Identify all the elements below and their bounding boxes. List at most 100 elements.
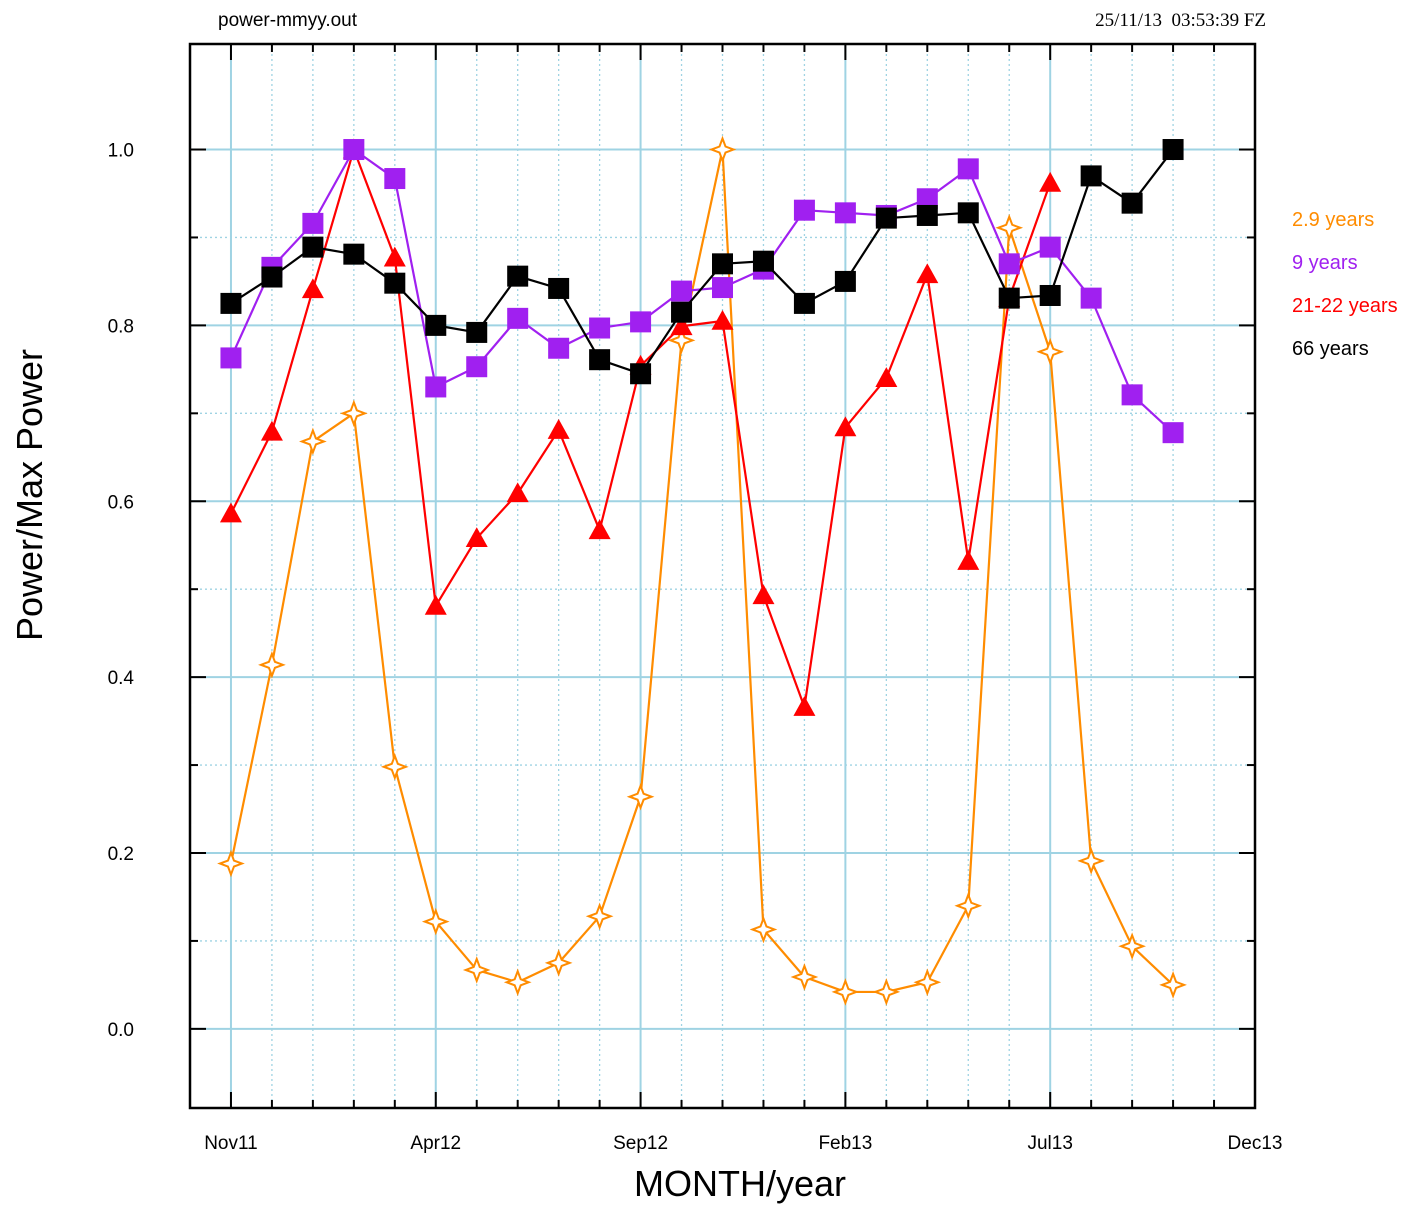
data-point <box>875 207 897 229</box>
legend-item: 21-22 years <box>1292 295 1398 317</box>
data-point <box>380 752 409 781</box>
data-point <box>507 265 529 287</box>
data-point <box>916 263 939 284</box>
data-point <box>834 270 856 292</box>
data-point <box>749 915 778 944</box>
legend: 2.9 years 9 years 21-22 years 66 years <box>1292 205 1398 377</box>
series-9-years <box>220 139 1184 444</box>
data-point <box>712 253 733 275</box>
x-tick-label: Jul13 <box>1027 1133 1072 1154</box>
data-point <box>630 363 652 385</box>
data-point <box>424 594 447 615</box>
data-point <box>957 202 979 224</box>
series-layer <box>217 135 1187 1006</box>
data-point <box>261 266 283 288</box>
legend-item: 9 years <box>1292 252 1358 274</box>
data-point <box>913 968 942 997</box>
x-tick-label: Dec13 <box>1228 1133 1283 1154</box>
legend-item: 2.9 years <box>1292 209 1375 231</box>
data-point <box>1162 139 1184 161</box>
x-tick-label: Sep12 <box>613 1133 668 1154</box>
data-point <box>588 519 611 540</box>
series-66-years <box>220 139 1184 385</box>
data-point <box>548 277 570 299</box>
data-point <box>507 307 529 329</box>
data-point <box>1162 422 1184 444</box>
data-point <box>995 213 1024 242</box>
data-point <box>1118 932 1146 961</box>
x-tick-label: Feb13 <box>818 1133 872 1154</box>
data-point <box>670 315 693 336</box>
grid <box>190 44 1256 1108</box>
data-point <box>217 849 245 878</box>
data-point <box>465 527 488 547</box>
data-point <box>875 367 898 387</box>
data-point <box>384 168 406 190</box>
data-point <box>1080 287 1102 309</box>
data-point <box>1159 971 1187 999</box>
data-point <box>630 311 652 333</box>
data-point <box>585 902 614 931</box>
data-point <box>589 349 611 371</box>
data-point <box>711 309 734 330</box>
data-point <box>708 135 737 164</box>
data-point <box>1077 847 1106 875</box>
data-point <box>671 301 693 323</box>
data-point <box>466 321 488 343</box>
data-point <box>343 243 365 265</box>
x-tick-label: Apr12 <box>410 1133 461 1154</box>
x-tick-label: Nov11 <box>204 1133 258 1154</box>
data-point <box>1039 171 1062 192</box>
data-point <box>506 482 529 503</box>
y-axis-label: Power/Max Power <box>9 349 50 641</box>
data-point <box>793 292 815 314</box>
data-point <box>1039 236 1061 258</box>
data-point <box>957 158 979 180</box>
data-point <box>626 782 655 811</box>
data-point <box>503 968 532 997</box>
series-line <box>229 148 1174 994</box>
data-point <box>589 317 611 339</box>
data-point <box>466 356 488 378</box>
header-filename: power-mmyy.out <box>218 10 358 31</box>
data-point <box>916 188 938 210</box>
data-point <box>998 287 1020 309</box>
data-point <box>752 250 774 272</box>
data-point <box>421 907 450 936</box>
y-tick-label: 0.0 <box>108 1020 134 1041</box>
data-point <box>220 347 242 369</box>
legend-item: 66 years <box>1292 338 1369 360</box>
data-point <box>299 427 327 456</box>
data-point <box>954 891 983 920</box>
y-tick-label: 0.6 <box>108 492 134 513</box>
data-point <box>790 963 819 991</box>
data-point <box>1080 165 1102 187</box>
data-point <box>712 277 733 299</box>
y-tick-label: 0.2 <box>108 844 134 865</box>
data-point <box>339 399 368 428</box>
data-point <box>916 204 938 226</box>
data-point <box>302 212 324 234</box>
data-point <box>793 696 816 716</box>
series-line <box>230 148 1174 375</box>
y-tick-label: 0.4 <box>108 668 135 689</box>
data-point <box>548 337 570 359</box>
data-point <box>752 584 775 605</box>
data-point <box>831 978 860 1006</box>
data-point <box>544 949 573 977</box>
series-2-9-years <box>217 135 1187 1006</box>
data-point <box>425 314 447 336</box>
series-line <box>229 148 1174 434</box>
y-tick-label: 1.0 <box>108 141 134 162</box>
data-point <box>1121 192 1143 214</box>
data-point <box>220 292 242 314</box>
data-point <box>998 253 1020 275</box>
data-point <box>671 280 693 302</box>
data-point <box>1036 337 1065 366</box>
header-timestamp: 25/11/13 03:53:39 FZ <box>1095 10 1266 31</box>
data-point <box>1039 284 1061 306</box>
data-point <box>547 419 570 439</box>
y-tick-label: 0.8 <box>108 316 134 337</box>
data-point <box>872 978 901 1006</box>
data-point <box>219 502 242 523</box>
